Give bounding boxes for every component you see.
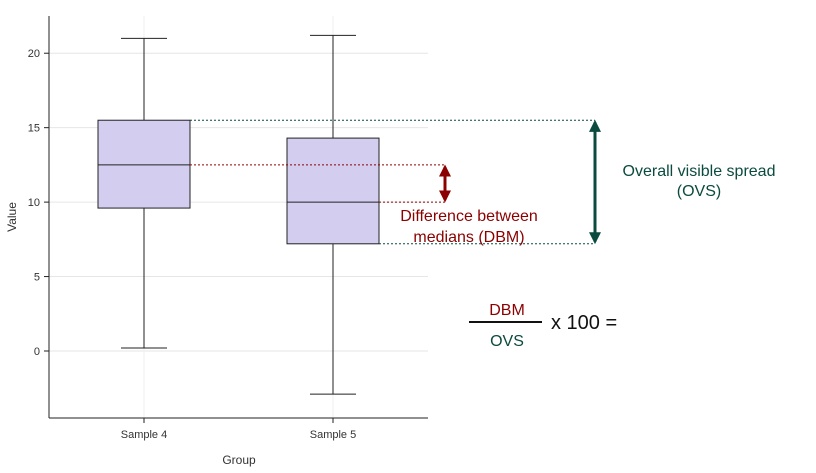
y-tick-label: 0 [34,346,40,358]
formula-denominator: OVS [490,333,524,350]
x-axis-label: Group [222,453,256,467]
formula-numerator: DBM [489,302,525,319]
box-layer [97,34,380,395]
dbm-label-line2: medians (DBM) [413,229,524,246]
y-tick-label: 15 [28,123,40,135]
formula-multiplier: x 100 = [551,312,617,334]
x-tick-label: Sample 5 [310,429,356,441]
y-axis-label: Value [5,202,19,232]
y-tick-label: 5 [34,272,40,284]
dbm-label-line1: Difference between [400,208,538,225]
box-iqr [286,137,380,245]
annotation-layer [190,119,601,245]
axes-layer: 0 5 10 15 20 Sample 4 Sample 5 [28,16,428,441]
y-tick-label: 20 [28,48,40,60]
box-iqr [97,119,191,209]
ovs-label-line1: Overall visible spread [623,163,776,180]
x-tick-label: Sample 4 [121,429,167,441]
ovs-label-line2: (OVS) [677,183,721,200]
y-tick-label: 10 [28,197,40,209]
